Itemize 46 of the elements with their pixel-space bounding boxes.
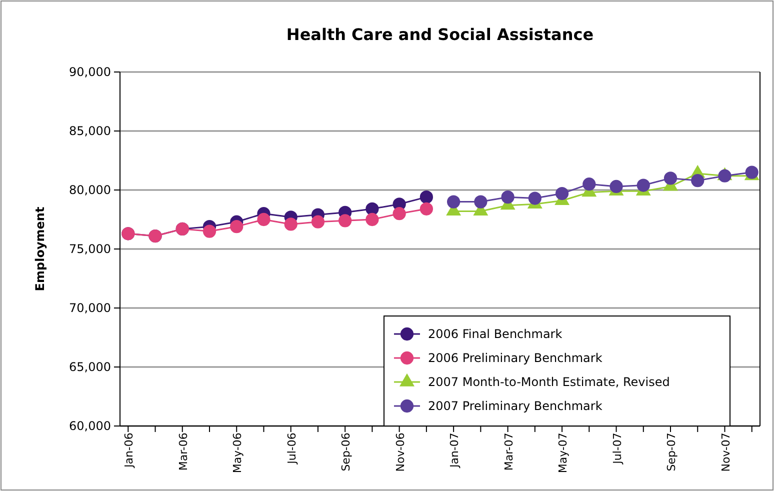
y-tick-label: 60,000 (69, 418, 111, 433)
point (311, 215, 325, 228)
x-tick-label: Sep-06 (340, 432, 353, 472)
point (555, 186, 569, 200)
legend-label: 2007 Preliminary Benchmark (428, 399, 602, 413)
y-axis-title: Employment (33, 206, 47, 292)
x-tick-label: May-07 (556, 432, 570, 474)
point (636, 178, 650, 192)
point (366, 202, 379, 216)
point (338, 214, 352, 228)
x-tick-label: Jul-06 (285, 432, 298, 465)
x-tick-label: May-06 (231, 432, 244, 474)
x-tick-label: Jul-07 (610, 432, 624, 465)
x-tick-label: Mar-06 (176, 432, 190, 471)
x-tick-label: Mar-07 (502, 432, 516, 471)
point (257, 212, 270, 226)
y-tick-label: 75,000 (69, 242, 111, 256)
point (420, 190, 434, 204)
point (501, 190, 514, 204)
point (202, 224, 216, 238)
x-tick-label: Jan-06 (122, 432, 136, 469)
point (691, 174, 704, 188)
y-tick-label: 70,000 (69, 300, 111, 315)
x-tick-label: Sep-07 (665, 432, 678, 472)
x-tick-label: Nov-06 (394, 432, 407, 472)
chart-title: Health Care and Social Assistance (286, 25, 594, 44)
point (610, 180, 623, 194)
point (446, 195, 460, 208)
y-tick-label: 85,000 (69, 124, 111, 138)
point (420, 202, 434, 216)
point (474, 195, 488, 208)
y-tick-label: 90,000 (69, 64, 111, 79)
point (366, 212, 379, 226)
legend-label: 2006 Preliminary Benchmark (428, 351, 602, 365)
y-tick-label: 65,000 (69, 360, 111, 374)
legend-label: 2007 Month-to-Month Estimate, Revised (428, 375, 670, 389)
point (284, 218, 298, 231)
point (392, 207, 406, 220)
point (230, 220, 244, 234)
x-tick-label: Nov-07 (719, 432, 732, 472)
x-tick-label: Jan-07 (448, 432, 462, 469)
point (528, 192, 542, 205)
y-tick-label: 80,000 (69, 182, 111, 197)
point (664, 172, 678, 185)
point (582, 178, 596, 191)
legend-label: 2006 Final Benchmark (428, 327, 562, 341)
